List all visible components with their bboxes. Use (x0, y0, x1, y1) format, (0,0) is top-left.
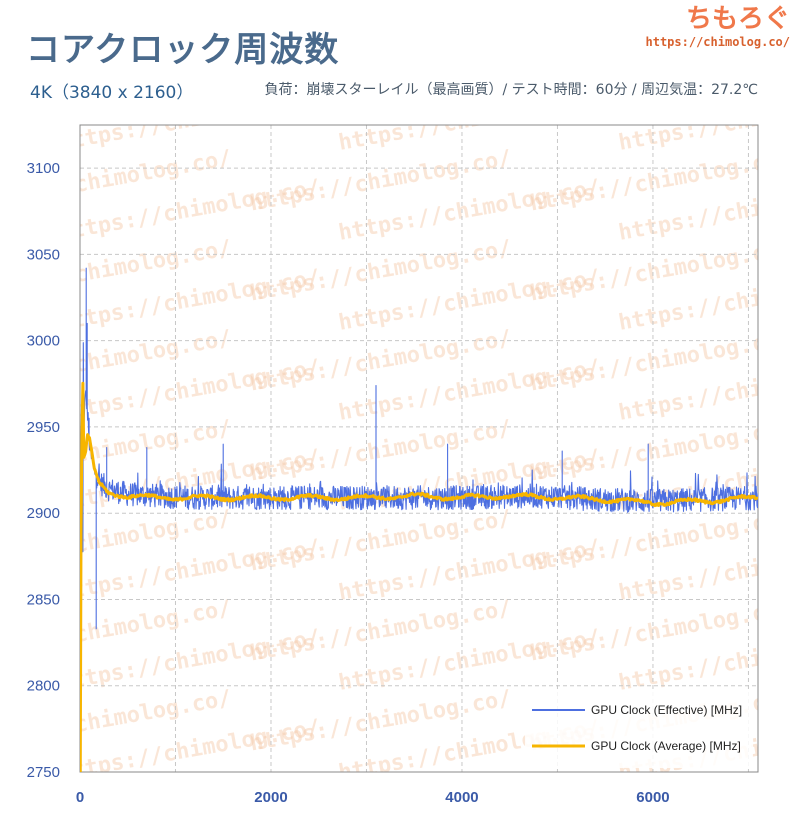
y-axis-ticks: 2750 2800 2850 2900 2950 3000 3050 3100 (27, 160, 60, 781)
y-tick-label: 2950 (27, 419, 60, 436)
y-tick-label: 2750 (27, 764, 60, 781)
y-tick-label: 3050 (27, 246, 60, 263)
page-title: コアクロック周波数 (26, 30, 340, 70)
y-tick-label: 3000 (27, 333, 60, 350)
y-tick-label: 2850 (27, 591, 60, 608)
x-tick-label: 6000 (636, 789, 669, 806)
brand-logo: ちもろぐ https://chimolog.co/ (646, 4, 791, 50)
watermark-text: https://chimolog.co/ (57, 85, 322, 156)
resolution-subtitle: 4K（3840 x 2160） (30, 83, 194, 103)
legend-label-effective: GPU Clock (Effective) [MHz] (591, 703, 742, 717)
x-tick-label: 0 (76, 789, 84, 806)
x-tick-label: 2000 (254, 789, 287, 806)
y-tick-label: 3100 (27, 160, 60, 177)
legend: GPU Clock (Effective) [MHz] GPU Clock (A… (525, 690, 753, 768)
watermark-text: https://chimolog.co/ (0, 776, 233, 824)
x-axis-ticks: 0 2000 4000 6000 (76, 789, 670, 806)
watermark-text: https://chimolog.co/ (617, 85, 800, 156)
plot-frame (79, 124, 759, 773)
y-tick-label: 2900 (27, 505, 60, 522)
series-layer (80, 267, 758, 772)
x-tick-label: 4000 (445, 789, 478, 806)
brand-url: https://chimolog.co/ (645, 35, 791, 49)
brand-name: ちもろぐ (685, 4, 790, 34)
series-line-average (80, 381, 758, 772)
y-tick-label: 2800 (27, 678, 60, 695)
watermark-text: https://chimolog.co/ (337, 85, 602, 156)
legend-box (525, 690, 753, 768)
legend-label-average: GPU Clock (Average) [MHz] (591, 739, 741, 753)
test-conditions-subtitle: 負荷：崩壊スターレイル（最高画質）/ テスト時間：60分 / 周辺気温：27.2… (264, 82, 759, 98)
